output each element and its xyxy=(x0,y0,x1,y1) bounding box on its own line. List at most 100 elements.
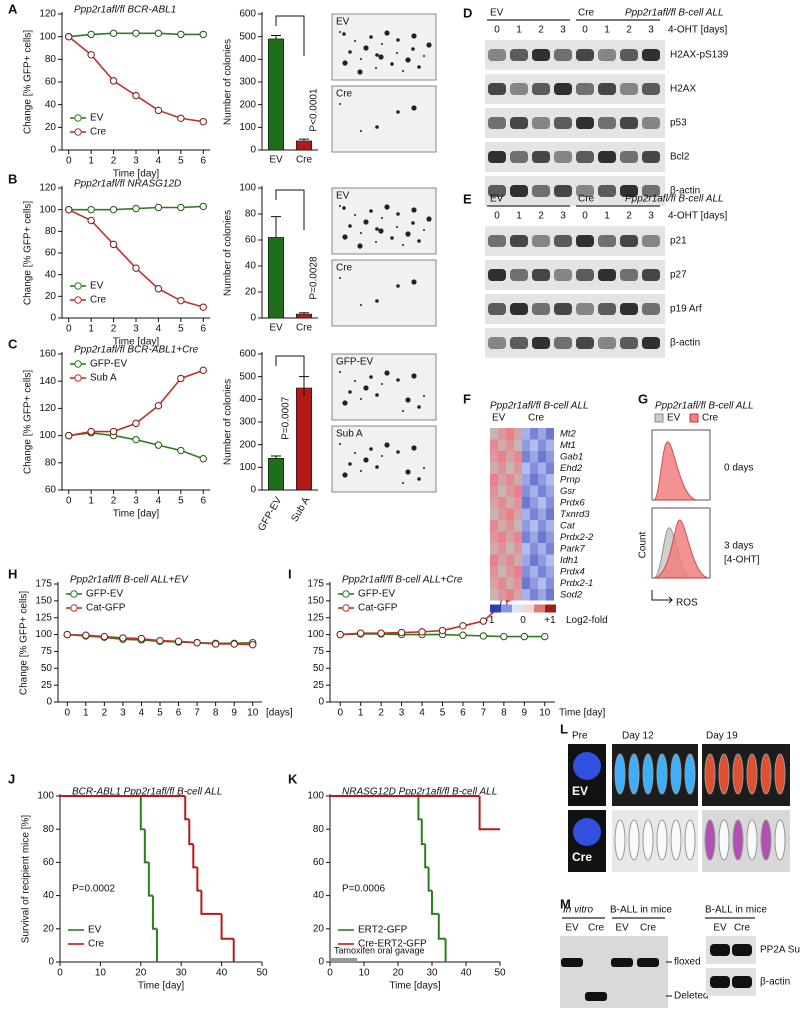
genotype: Ppp2r1afl/fl B-cell ALL xyxy=(625,194,724,205)
colony xyxy=(417,477,421,481)
band xyxy=(532,117,550,129)
heatmap-cell xyxy=(506,474,514,486)
colony xyxy=(396,52,398,54)
heatmap-cell xyxy=(498,497,506,509)
heatmap-cell xyxy=(522,566,530,578)
row-label: EV xyxy=(572,784,588,798)
mouse xyxy=(774,819,786,861)
protein-label: β-actin xyxy=(670,186,700,197)
y-tick-label: 100 xyxy=(239,462,256,473)
y-tick-label: 20 xyxy=(245,287,257,298)
legend-label: Cat-GFP xyxy=(358,603,398,614)
survival-step xyxy=(220,913,234,940)
x-tick-label: 6 xyxy=(460,708,466,719)
colony xyxy=(417,65,421,69)
band xyxy=(598,337,616,349)
scale-title: Log2-fold xyxy=(566,615,608,626)
y-tick-label: 100 xyxy=(35,629,52,640)
bracket xyxy=(275,355,305,396)
point xyxy=(199,30,207,39)
band xyxy=(620,49,638,61)
colony xyxy=(348,224,352,228)
x-tick-label: 3 xyxy=(133,496,139,507)
group-label: EV xyxy=(492,413,506,424)
y-axis-label: Number of colonies xyxy=(223,379,234,465)
heatmap-cell xyxy=(490,428,498,440)
band xyxy=(532,83,550,95)
colony xyxy=(378,54,384,60)
protein-label: p21 xyxy=(670,236,687,247)
survival-step xyxy=(143,829,149,864)
column-label: Pre xyxy=(572,731,588,742)
heatmap-cell xyxy=(530,474,538,486)
x-tick-label: 20 xyxy=(135,968,147,979)
point xyxy=(520,632,529,641)
colony xyxy=(348,50,352,54)
colony xyxy=(384,204,390,210)
heatmap-cell xyxy=(522,451,530,463)
point xyxy=(418,628,426,636)
heatmap-cell xyxy=(490,543,498,555)
series-line xyxy=(68,208,204,308)
point xyxy=(336,630,344,639)
colony xyxy=(390,236,394,240)
heatmap-cell xyxy=(546,439,554,451)
lane-label: 1 xyxy=(516,25,522,36)
point xyxy=(156,636,164,645)
y-axis-label: Survival of recipient mice [%] xyxy=(21,815,32,944)
heatmap-cell xyxy=(538,577,546,589)
y-tick-label: 80 xyxy=(45,457,57,468)
heatmap-cell xyxy=(538,508,546,520)
panel-letter: E xyxy=(463,191,472,206)
band xyxy=(642,337,660,349)
legend-marker xyxy=(74,282,82,290)
colony xyxy=(396,378,400,382)
heatmap-cell xyxy=(546,543,554,555)
x-tick-label: 3 xyxy=(120,708,126,719)
band xyxy=(620,303,638,315)
colony xyxy=(339,31,341,33)
heatmap-cell xyxy=(538,543,546,555)
point xyxy=(132,204,140,213)
colony xyxy=(426,216,432,222)
band xyxy=(554,269,572,281)
band xyxy=(510,83,528,95)
mouse xyxy=(760,753,772,795)
gel-band xyxy=(637,958,659,967)
x-axis-label: Time [day] xyxy=(113,509,160,520)
heatmap-cell xyxy=(498,474,506,486)
point xyxy=(174,637,183,646)
image-day12 xyxy=(612,810,698,872)
x-tick-label: 8 xyxy=(213,708,219,719)
axis xyxy=(329,794,500,963)
heatmap-cell xyxy=(538,485,546,497)
panel-letter: C xyxy=(8,336,18,351)
y-tick-label: 40 xyxy=(245,261,257,272)
panel-letter: I xyxy=(288,566,292,581)
legend-label: ERT2-GFP xyxy=(358,925,408,936)
heatmap-cell xyxy=(522,508,530,520)
heatmap-cell xyxy=(514,428,522,440)
chart-title: Ppp2r1afl/fl B-cell ALL+Cre xyxy=(342,575,463,586)
heatmap-cell xyxy=(538,520,546,532)
band xyxy=(620,151,638,163)
treatment: [4-OHT] xyxy=(724,555,760,566)
y-tick-label: 125 xyxy=(307,612,324,623)
legend-label: Cre xyxy=(702,413,719,424)
annotation: Tamoxifen oral gavage xyxy=(334,945,425,955)
x-tick-label: 10 xyxy=(247,708,259,719)
colony xyxy=(375,227,379,231)
protein-label: β-actin xyxy=(670,338,700,349)
legend-marker xyxy=(74,360,82,368)
gene-label: Park7 xyxy=(560,543,586,554)
heatmap-cell xyxy=(514,474,522,486)
colony xyxy=(342,206,346,210)
band xyxy=(642,151,660,163)
panel-letter: M xyxy=(560,896,571,911)
genotype: Ppp2r1afl/fl B-cell ALL xyxy=(625,8,724,19)
y-tick-label: 60 xyxy=(45,248,57,259)
colony xyxy=(339,371,341,373)
band xyxy=(510,235,528,247)
colony xyxy=(381,455,383,457)
bar xyxy=(267,237,284,319)
